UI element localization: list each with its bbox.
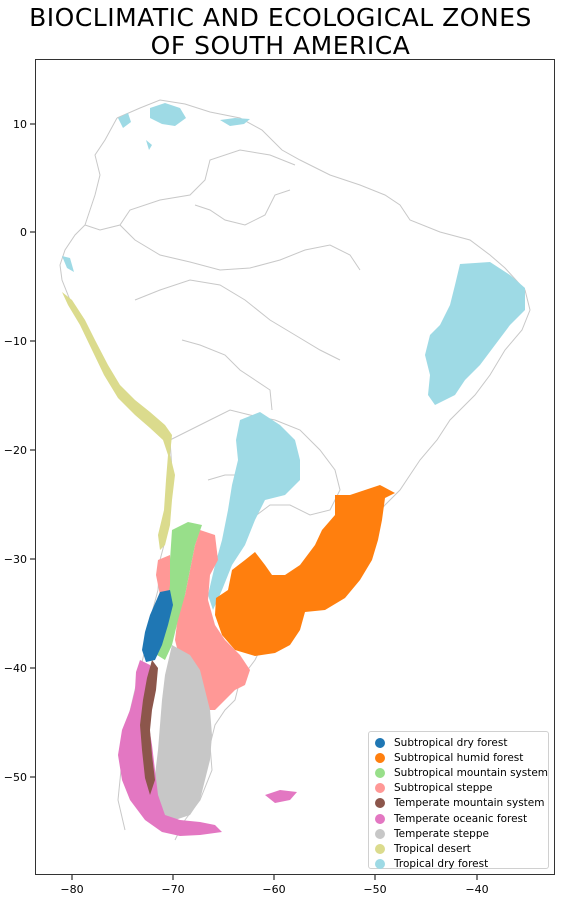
legend-label: Temperate oceanic forest [394, 812, 528, 825]
y-tick-label: −20 [4, 444, 27, 457]
zone-falklands [265, 790, 297, 803]
legend-label: Subtropical mountain system [394, 766, 549, 779]
y-tick-label: 10 [13, 118, 27, 131]
legend-label: Subtropical steppe [394, 782, 493, 795]
legend-item: Subtropical mountain system [375, 765, 548, 780]
legend: Subtropical dry forest Subtropical humid… [368, 731, 549, 872]
zone-tropical-desert [62, 292, 175, 550]
zone-tropical-dry-forest [62, 103, 525, 610]
zone-subtropical-steppe [156, 530, 250, 710]
legend-item: Tropical dry forest [375, 857, 548, 872]
legend-marker [375, 767, 385, 778]
y-tick-label: 0 [20, 226, 27, 239]
legend-label: Temperate mountain system [394, 797, 545, 810]
legend-marker [375, 783, 385, 794]
legend-item: Subtropical dry forest [375, 735, 548, 750]
map-title: BIOCLIMATIC AND ECOLOGICAL ZONES OF SOUT… [0, 4, 561, 60]
legend-marker [375, 859, 385, 870]
legend-label: Tropical dry forest [394, 858, 489, 871]
x-tick-label: −60 [262, 883, 285, 896]
legend-item: Temperate steppe [375, 826, 548, 841]
legend-item: Tropical desert [375, 841, 548, 856]
y-tick-label: −10 [4, 335, 27, 348]
y-axis: 10 0 −10 −20 −30 −40 −50 [4, 118, 35, 784]
legend-item: Subtropical humid forest [375, 750, 548, 765]
zone-subtropical-mountain-system [157, 522, 202, 660]
zone-temperate-mountain-system [140, 660, 158, 795]
legend-marker [375, 737, 385, 748]
x-tick-label: −40 [465, 883, 488, 896]
legend-item: Temperate mountain system [375, 796, 548, 811]
legend-item: Subtropical steppe [375, 781, 548, 796]
map-title-line-1: BIOCLIMATIC AND ECOLOGICAL ZONES [29, 3, 532, 32]
legend-label: Temperate steppe [394, 827, 489, 840]
y-tick-label: −40 [4, 662, 27, 675]
legend-label: Subtropical dry forest [394, 736, 508, 749]
legend-marker [375, 752, 385, 763]
legend-marker [375, 843, 385, 854]
legend-marker [375, 798, 385, 809]
x-tick-label: −50 [363, 883, 386, 896]
x-tick-label: −80 [60, 883, 83, 896]
y-tick-label: −30 [4, 553, 27, 566]
legend-item: Temperate oceanic forest [375, 811, 548, 826]
zone-subtropical-dry-forest [142, 590, 173, 662]
plot-frame [35, 59, 555, 875]
legend-label: Tropical desert [394, 842, 471, 855]
map-title-line-2: OF SOUTH AMERICA [150, 31, 411, 60]
zone-temperate-steppe [155, 645, 212, 820]
zone-subtropical-humid-forest [215, 485, 395, 656]
legend-label: Subtropical humid forest [394, 751, 524, 764]
y-tick-label: −50 [4, 771, 27, 784]
legend-marker [375, 813, 385, 824]
x-tick-label: −70 [161, 883, 184, 896]
legend-marker [375, 828, 385, 839]
x-axis: −80 −70 −60 −50 −40 [60, 875, 489, 896]
